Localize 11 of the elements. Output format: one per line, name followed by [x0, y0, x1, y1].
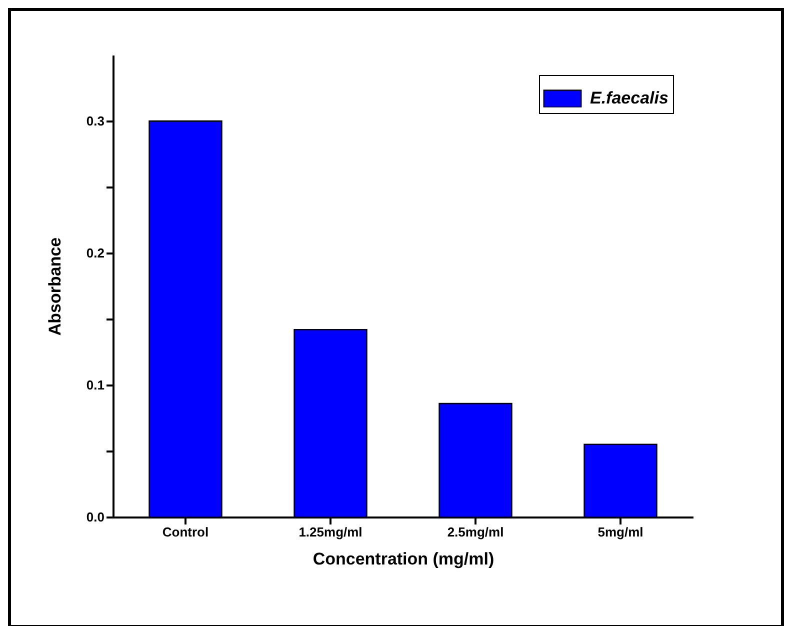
y-tick-label: 0.2 — [86, 246, 104, 260]
x-tick-label: 1.25mg/ml — [298, 524, 362, 540]
y-tick-label: 0.1 — [86, 378, 104, 392]
x-tick-label: 2.5mg/ml — [447, 524, 504, 540]
x-tick-label: Control — [162, 524, 209, 540]
x-tick-label: 5mg/ml — [598, 524, 644, 540]
x-axis-title: Concentration (mg/ml) — [312, 550, 494, 568]
y-axis-title: Absorbance — [45, 237, 64, 336]
y-tick-label: 0.3 — [86, 114, 104, 128]
y-tick-label: 0.0 — [86, 510, 104, 524]
legend-label: E.faecalis — [590, 88, 668, 108]
